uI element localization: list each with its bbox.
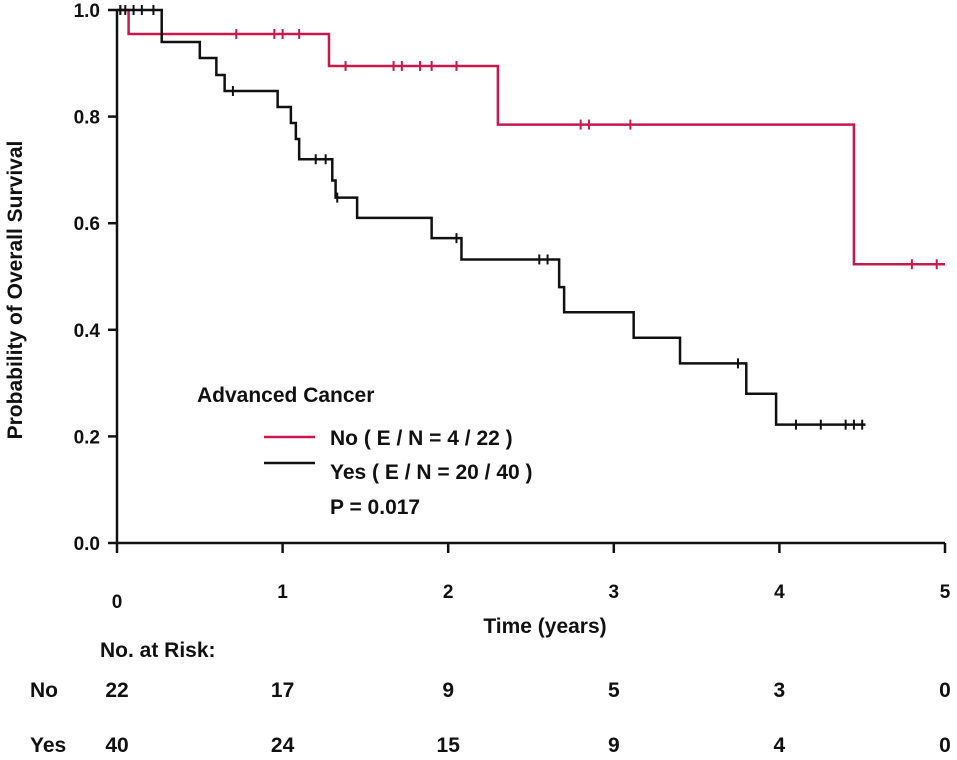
survival-curve-no xyxy=(117,8,945,266)
survival-curve-yes xyxy=(117,8,866,426)
x-tick-label: 4 xyxy=(774,582,785,603)
series-layer xyxy=(117,5,945,430)
y-tick-label: 0.0 xyxy=(74,534,100,555)
risk-table-title: No. at Risk: xyxy=(100,639,216,662)
legend: Advanced Cancer No ( E / N = 4 / 22 ) Ye… xyxy=(197,384,533,519)
risk-count: 9 xyxy=(608,734,620,757)
risk-count: 9 xyxy=(442,679,454,702)
risk-count: 24 xyxy=(271,734,295,757)
legend-title: Advanced Cancer xyxy=(197,384,374,407)
x-tick-label: 2 xyxy=(443,582,454,603)
risk-count: 40 xyxy=(105,734,128,757)
risk-count: 17 xyxy=(271,679,294,702)
legend-label-yes: Yes ( E / N = 20 / 40 ) xyxy=(330,461,533,484)
x-axis-title: Time (years) xyxy=(483,615,606,638)
x-tick-label: 3 xyxy=(609,582,620,603)
x-tick-label: 5 xyxy=(940,582,951,603)
series-no xyxy=(117,5,945,270)
risk-count: 5 xyxy=(608,679,620,702)
y-tick-label: 0.4 xyxy=(74,321,101,342)
risk-count: 15 xyxy=(437,734,461,757)
legend-label-no: No ( E / N = 4 / 22 ) xyxy=(330,427,513,450)
risk-count: 3 xyxy=(774,679,786,702)
y-tick-label: 0.6 xyxy=(74,214,100,235)
x-tick-label: 0 xyxy=(112,592,123,613)
plot-area: 0.0 0.2 0.4 0.6 0.8 1.0 0 1 2 3 4 5 xyxy=(74,1,951,613)
risk-count: 0 xyxy=(939,679,951,702)
x-axis-ticks: 0 1 2 3 4 5 xyxy=(112,543,951,613)
risk-count: 0 xyxy=(939,734,951,757)
p-value-label: P = 0.017 xyxy=(330,496,420,519)
risk-row-label: No xyxy=(30,679,58,702)
y-tick-label: 0.8 xyxy=(74,108,100,129)
x-tick-label: 1 xyxy=(277,582,288,603)
y-tick-label: 0.2 xyxy=(74,427,100,448)
y-tick-label: 1.0 xyxy=(74,1,100,22)
risk-count: 22 xyxy=(105,679,128,702)
y-axis-ticks: 0.0 0.2 0.4 0.6 0.8 1.0 xyxy=(74,1,117,555)
y-axis-title: Probability of Overall Survival xyxy=(4,141,27,440)
series-yes xyxy=(117,5,866,430)
risk-count: 4 xyxy=(774,734,786,757)
risk-row-label: Yes xyxy=(30,734,66,757)
